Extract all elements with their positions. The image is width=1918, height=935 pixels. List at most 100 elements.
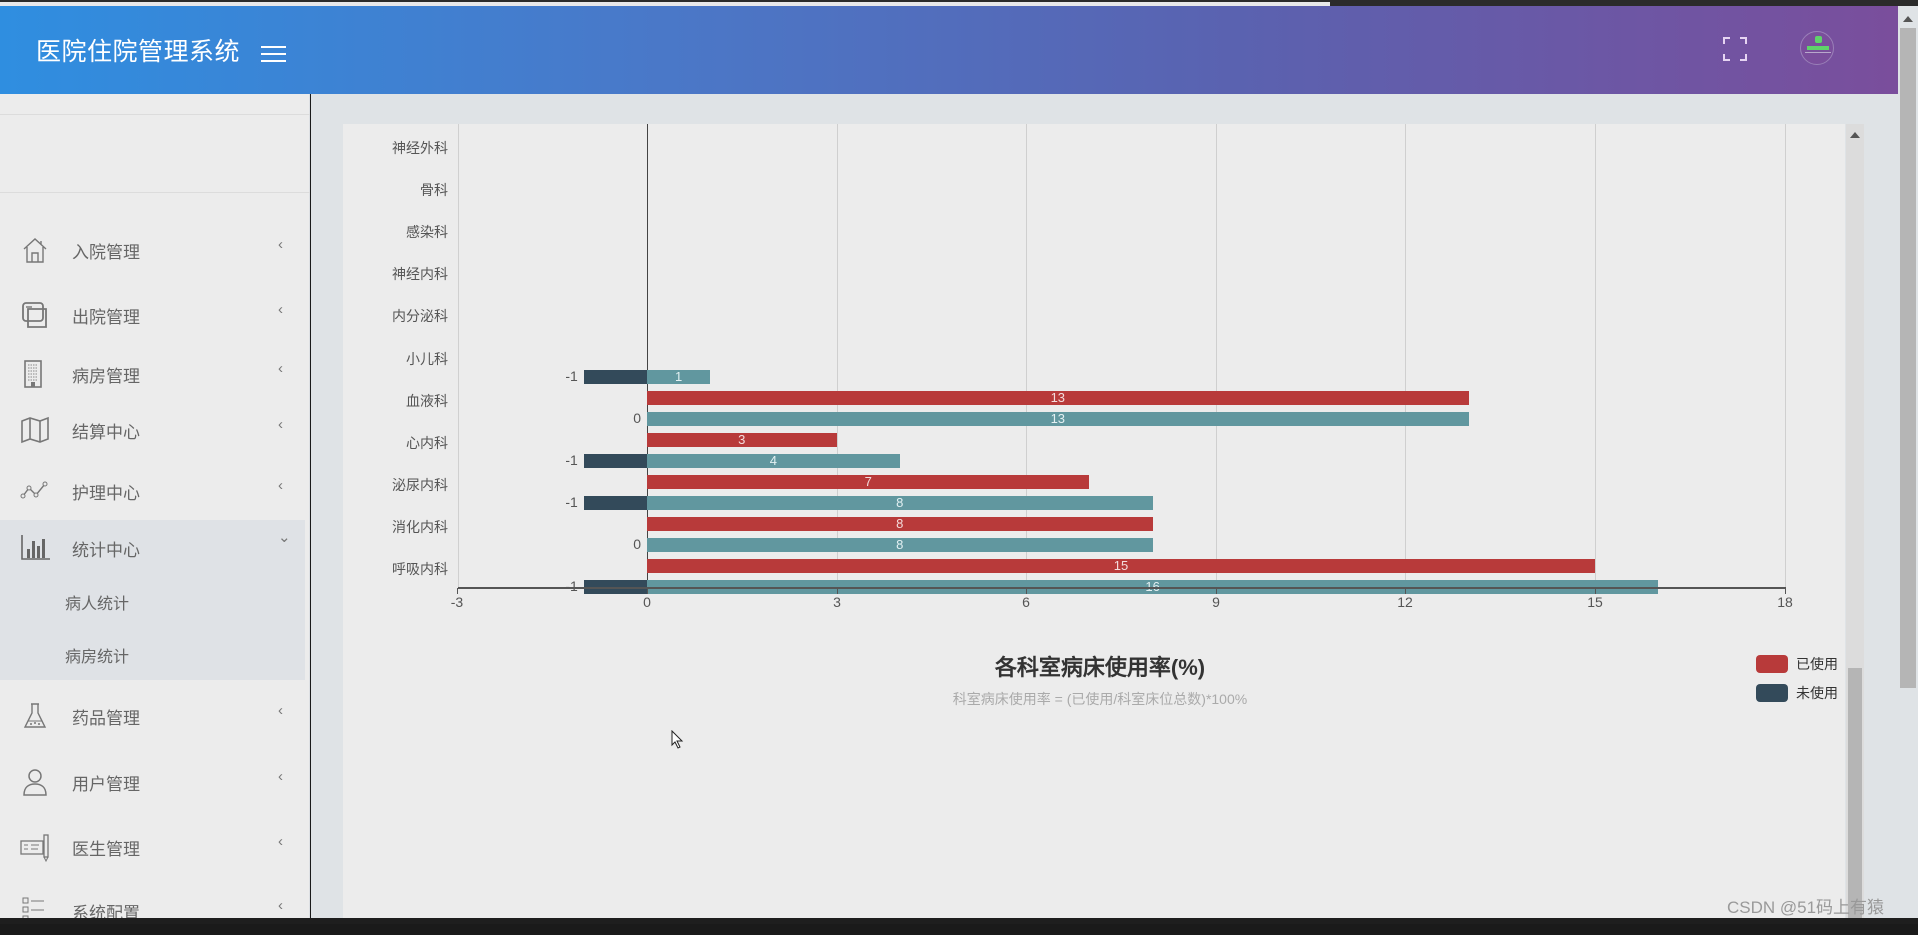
sidebar-item-users[interactable]: 用户管理 ‹ xyxy=(0,756,310,806)
hamburger-icon[interactable] xyxy=(261,46,286,64)
home-icon xyxy=(23,238,47,263)
mouse-cursor-icon xyxy=(671,730,684,749)
y-category-label: 内分泌科 xyxy=(392,308,448,325)
legend-swatch xyxy=(1756,684,1788,702)
grid-line xyxy=(1026,124,1027,588)
bottom-bar xyxy=(0,918,1918,924)
chevron-left-icon: ‹ xyxy=(278,833,283,850)
sidebar-item-ward[interactable]: 病房管理 ‹ xyxy=(0,348,310,398)
bar-unused[interactable] xyxy=(583,453,647,468)
x-tick-label: 9 xyxy=(1212,594,1220,610)
y-category-label: 泌尿内科 xyxy=(392,476,448,493)
bar-value-label: 8 xyxy=(896,536,904,552)
sidebar-subitem-ward-stats[interactable]: 病房统计 xyxy=(65,649,130,666)
x-tick-label: -3 xyxy=(450,594,464,610)
watermark: CSDN @51码上有猿 xyxy=(1727,898,1885,917)
bar-chart-icon xyxy=(21,535,50,560)
scroll-thumb[interactable] xyxy=(1900,28,1916,688)
sidebar-item-billing[interactable]: 结算中心 ‹ xyxy=(0,404,310,454)
chart-title: 各科室病床使用率(%) xyxy=(994,655,1206,680)
sidebar-item-medicine[interactable]: 药品管理 ‹ xyxy=(0,690,310,740)
sidebar-item-doctors[interactable]: 医生管理 ‹ xyxy=(0,821,310,871)
x-tick xyxy=(647,588,648,594)
y-category-label: 神经外科 xyxy=(392,140,448,156)
x-tick-label: 3 xyxy=(833,594,841,610)
y-category-label: 骨科 xyxy=(420,182,448,199)
sidebar-item-label: 病房管理 xyxy=(72,367,140,386)
bar-used[interactable]: 3 xyxy=(647,431,837,447)
bar-total[interactable]: 4 xyxy=(647,453,900,468)
user-avatar[interactable] xyxy=(1800,31,1834,65)
x-tick-label: 6 xyxy=(1022,594,1030,610)
bar-unused[interactable] xyxy=(583,495,647,510)
panel-scrollbar[interactable] xyxy=(1846,124,1864,924)
chart-subtitle: 科室病床使用率 = (已使用/科室床位总数)*100% xyxy=(952,691,1248,707)
fullscreen-icon[interactable] xyxy=(1722,36,1748,62)
chevron-left-icon: ‹ xyxy=(278,416,283,433)
unused-value-label: -1 xyxy=(565,367,578,384)
x-tick-label: 15 xyxy=(1587,594,1603,610)
y-category-label: 感染科 xyxy=(406,224,448,241)
bar-total[interactable]: 8 xyxy=(647,495,1153,510)
x-tick xyxy=(1595,588,1596,594)
bar-used[interactable]: 7 xyxy=(647,473,1090,489)
page-scrollbar[interactable] xyxy=(1898,6,1918,924)
bar-value-label: 3 xyxy=(738,431,746,447)
app-title: 医院住院管理系统 xyxy=(36,38,241,66)
chevron-down-icon: ⌄ xyxy=(278,529,291,546)
bar-used[interactable]: 13 xyxy=(647,389,1469,405)
bar-used[interactable]: 8 xyxy=(647,516,1153,531)
chevron-left-icon: ‹ xyxy=(278,360,283,377)
sidebar-subitem-patient-stats[interactable]: 病人统计 xyxy=(65,596,130,613)
sidebar-item-nursing[interactable]: 护理中心 ‹ xyxy=(0,465,310,515)
x-tick xyxy=(1216,588,1217,594)
flask-icon xyxy=(23,703,47,728)
bar-total[interactable]: 1 xyxy=(647,368,711,384)
grid-line xyxy=(1595,124,1596,588)
sidebar-item-statistics[interactable]: 统计中心 ⌄ xyxy=(0,522,310,572)
sidebar-item-label: 用户管理 xyxy=(72,775,140,794)
bar-value-label: 7 xyxy=(864,473,872,489)
x-tick-label: 18 xyxy=(1777,594,1793,610)
sidebar-item-admission[interactable]: 入院管理 ‹ xyxy=(0,224,310,274)
sidebar: 入院管理 ‹ 出院管理 ‹ 病房管理 ‹ 结算中心 ‹ 护理中心 ‹ 统计中心 … xyxy=(0,94,310,924)
chevron-left-icon: ‹ xyxy=(278,236,283,253)
app-header: 医院住院管理系统 xyxy=(0,6,1898,94)
unused-value-label: -1 xyxy=(565,578,578,594)
sidebar-item-label: 出院管理 xyxy=(72,308,140,327)
x-tick-label: 12 xyxy=(1397,594,1413,610)
bar-total[interactable]: 8 xyxy=(647,536,1153,552)
legend-label: 已使用 xyxy=(1796,656,1838,672)
sidebar-item-discharge[interactable]: 出院管理 ‹ xyxy=(0,289,310,339)
x-tick xyxy=(1785,588,1786,594)
chevron-left-icon: ‹ xyxy=(278,768,283,785)
x-tick xyxy=(837,588,838,594)
zero-axis-line xyxy=(647,124,648,588)
scroll-up-icon[interactable] xyxy=(1903,16,1913,22)
y-category-label: 消化内科 xyxy=(392,518,448,535)
sidebar-item-label: 入院管理 xyxy=(72,243,140,262)
grid-line xyxy=(1216,124,1217,588)
legend-label: 未使用 xyxy=(1796,685,1838,701)
sidebar-item-label: 药品管理 xyxy=(72,709,140,728)
line-chart-icon xyxy=(20,481,48,499)
check-icon xyxy=(20,834,49,862)
unused-value-label: -1 xyxy=(565,493,578,510)
grid-line xyxy=(837,124,838,588)
bar-value-label: 13 xyxy=(1050,410,1066,426)
x-tick xyxy=(1405,588,1406,594)
x-tick xyxy=(1026,588,1027,594)
window-icon xyxy=(22,302,47,328)
chevron-left-icon: ‹ xyxy=(278,477,283,494)
scroll-up-icon[interactable] xyxy=(1850,132,1860,138)
bar-unused[interactable] xyxy=(583,369,647,384)
bar-used[interactable]: 15 xyxy=(647,558,1595,573)
sidebar-item-settings[interactable]: 系统配置 ‹ xyxy=(0,885,310,935)
bar-value-label: 1 xyxy=(674,368,683,384)
bar-total[interactable]: 13 xyxy=(647,410,1469,426)
sidebar-item-label: 护理中心 xyxy=(72,484,140,503)
scroll-thumb[interactable] xyxy=(1848,668,1862,924)
y-category-label: 血液科 xyxy=(406,392,448,409)
bar-value-label: 13 xyxy=(1050,389,1066,405)
